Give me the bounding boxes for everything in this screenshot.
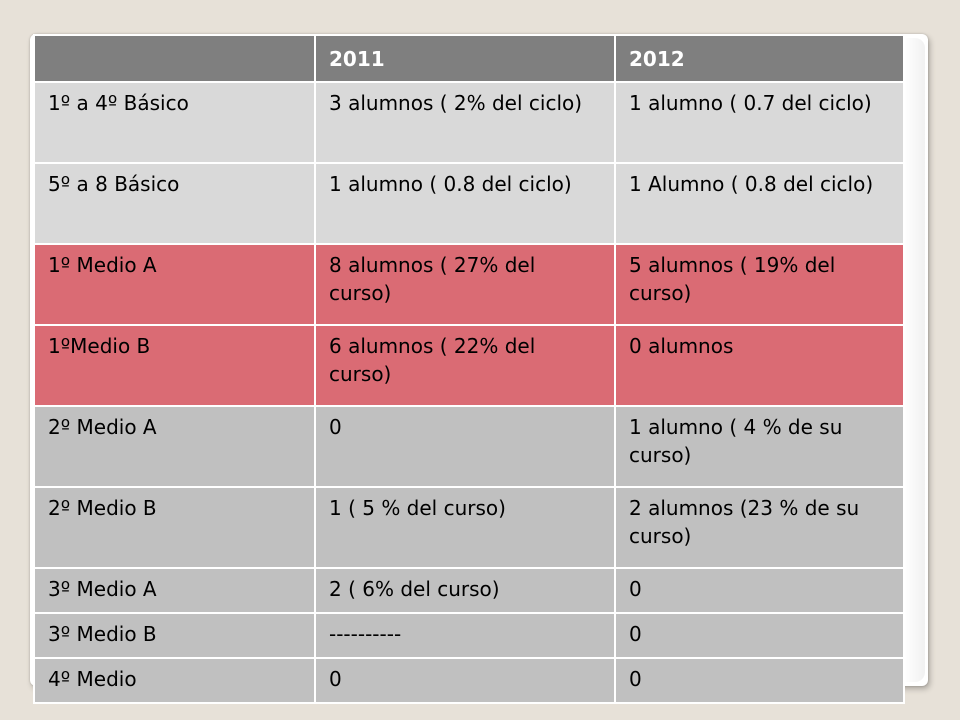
row-label: 3º Medio B [33, 612, 316, 659]
header-cell-2012: 2012 [614, 34, 905, 83]
table-row: 4º Medio 0 0 [33, 657, 905, 704]
row-label: 1º Medio A [33, 243, 316, 326]
cell-2011: 0 [314, 405, 616, 488]
data-table: 2011 2012 1º a 4º Básico 3 alumnos ( 2% … [33, 34, 905, 704]
table-row: 2º Medio B 1 ( 5 % del curso) 2 alumnos … [33, 486, 905, 569]
cell-2011: ---------- [314, 612, 616, 659]
row-label: 1ºMedio B [33, 324, 316, 407]
table-row: 1º Medio A 8 alumnos ( 27% del curso) 5 … [33, 243, 905, 326]
cell-2011: 3 alumnos ( 2% del ciclo) [314, 81, 616, 164]
table-row: 1º a 4º Básico 3 alumnos ( 2% del ciclo)… [33, 81, 905, 164]
cell-2011: 2 ( 6% del curso) [314, 567, 616, 614]
row-label: 1º a 4º Básico [33, 81, 316, 164]
table-row: 3º Medio B ---------- 0 [33, 612, 905, 659]
row-label: 2º Medio B [33, 486, 316, 569]
cell-2012: 2 alumnos (23 % de su curso) [614, 486, 905, 569]
cell-2011: 1 ( 5 % del curso) [314, 486, 616, 569]
cell-2012: 1 alumno ( 0.7 del ciclo) [614, 81, 905, 164]
cell-2012: 0 [614, 612, 905, 659]
cell-2012: 5 alumnos ( 19% del curso) [614, 243, 905, 326]
slide-edge [903, 38, 925, 682]
table-row: 3º Medio A 2 ( 6% del curso) 0 [33, 567, 905, 614]
cell-2012: 1 alumno ( 4 % de su curso) [614, 405, 905, 488]
cell-2011: 6 alumnos ( 22% del curso) [314, 324, 616, 407]
cell-2011: 1 alumno ( 0.8 del ciclo) [314, 162, 616, 245]
row-label: 5º a 8 Básico [33, 162, 316, 245]
cell-2011: 0 [314, 657, 616, 704]
row-label: 2º Medio A [33, 405, 316, 488]
row-label: 3º Medio A [33, 567, 316, 614]
cell-2011: 8 alumnos ( 27% del curso) [314, 243, 616, 326]
cell-2012: 0 [614, 567, 905, 614]
row-label: 4º Medio [33, 657, 316, 704]
cell-2012: 1 Alumno ( 0.8 del ciclo) [614, 162, 905, 245]
header-cell-2011: 2011 [314, 34, 616, 83]
header-cell-empty [33, 34, 316, 83]
table-row: 2º Medio A 0 1 alumno ( 4 % de su curso) [33, 405, 905, 488]
table-row: 1ºMedio B 6 alumnos ( 22% del curso) 0 a… [33, 324, 905, 407]
table-header-row: 2011 2012 [33, 34, 905, 83]
cell-2012: 0 [614, 657, 905, 704]
table-row: 5º a 8 Básico 1 alumno ( 0.8 del ciclo) … [33, 162, 905, 245]
cell-2012: 0 alumnos [614, 324, 905, 407]
